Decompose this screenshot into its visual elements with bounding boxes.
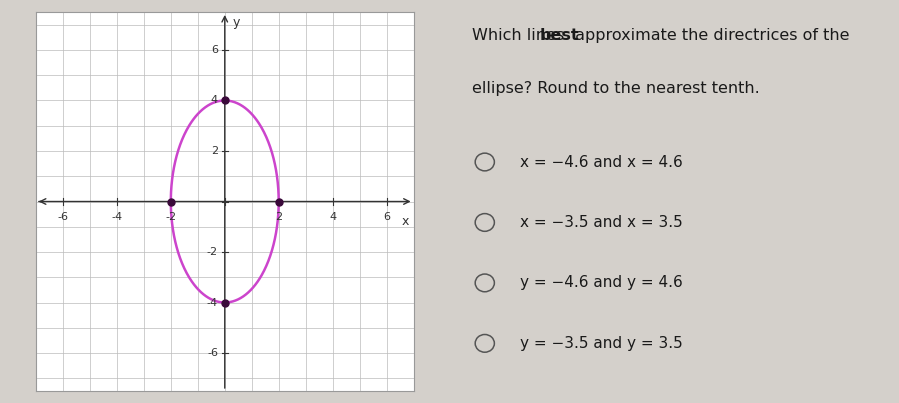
Point [164, 198, 178, 205]
Text: -2: -2 [165, 212, 176, 222]
Text: x = −3.5 and x = 3.5: x = −3.5 and x = 3.5 [520, 215, 682, 230]
Text: Which lines: Which lines [472, 28, 569, 43]
Point [218, 299, 232, 306]
Text: -6: -6 [207, 348, 218, 358]
Text: 4: 4 [329, 212, 336, 222]
Text: best: best [539, 28, 579, 43]
Text: 2: 2 [211, 146, 218, 156]
Text: x = −4.6 and x = 4.6: x = −4.6 and x = 4.6 [520, 154, 682, 170]
Text: ellipse? Round to the nearest tenth.: ellipse? Round to the nearest tenth. [472, 81, 760, 96]
Text: y = −3.5 and y = 3.5: y = −3.5 and y = 3.5 [520, 336, 682, 351]
Text: 4: 4 [211, 96, 218, 106]
Text: -2: -2 [207, 247, 218, 257]
Text: 2: 2 [275, 212, 282, 222]
Text: x: x [402, 215, 409, 229]
Text: y: y [233, 16, 240, 29]
Text: y = −4.6 and y = 4.6: y = −4.6 and y = 4.6 [520, 275, 682, 291]
Text: approximate the directrices of the: approximate the directrices of the [570, 28, 850, 43]
Text: -6: -6 [58, 212, 68, 222]
Text: -4: -4 [207, 297, 218, 307]
Text: 6: 6 [383, 212, 390, 222]
Point [218, 97, 232, 104]
Text: -4: -4 [111, 212, 122, 222]
Text: 6: 6 [211, 45, 218, 55]
Point [271, 198, 286, 205]
